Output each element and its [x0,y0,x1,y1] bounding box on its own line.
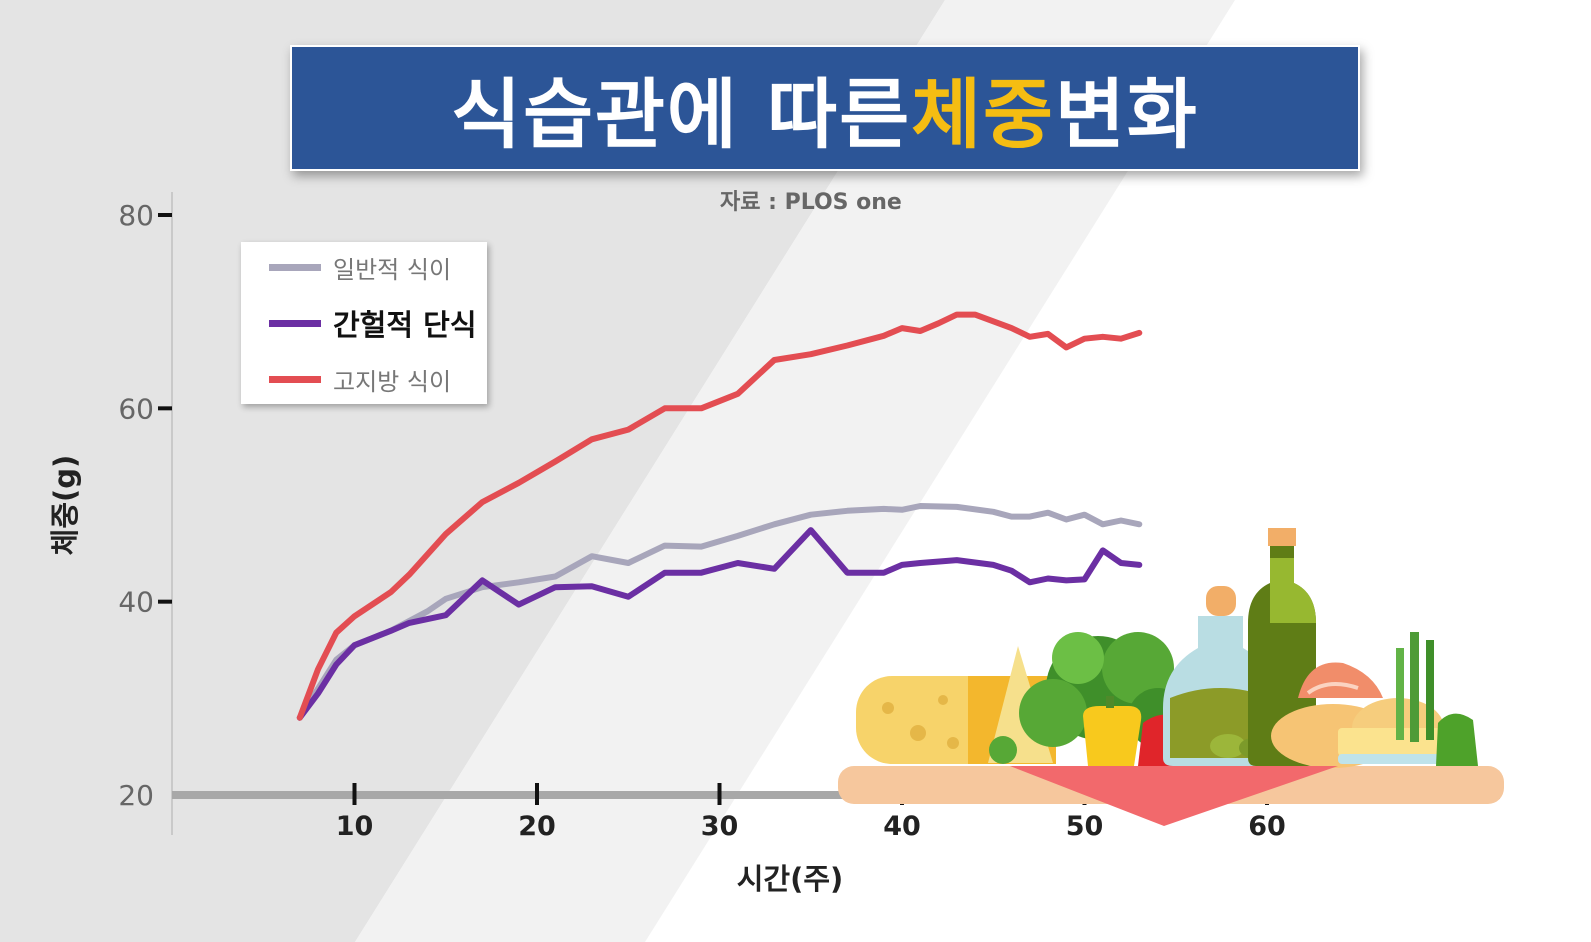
y-axis-label: 체중(g) [48,454,82,556]
broccoli-floret [989,736,1017,764]
pepper-stem [1106,696,1114,708]
red-ribbon [1010,766,1338,826]
legend-swatch-highfat [269,375,321,383]
y-tick-label: 20 [118,779,154,812]
gray-band [0,0,945,942]
x-tick-label: 60 [1248,811,1286,842]
x-tick-label: 30 [701,811,739,842]
cheese-hole [882,702,894,714]
light-band [355,0,1235,942]
y-tick-label: 80 [118,199,154,232]
series-lines [296,311,1143,721]
legend-label-fasting: 간헐적 단식 [333,308,477,342]
green-pepper [1436,713,1478,766]
broccoli-floret [1052,632,1104,684]
cheese-hole [947,737,959,749]
bottle-neck [1270,558,1316,623]
legend-swatch-fasting [269,319,321,327]
series-line-highfat [296,311,1143,721]
olive [1210,734,1246,758]
y-tick-label: 60 [118,392,154,425]
asparagus [1410,632,1419,742]
title-part2: 변화 [1054,70,1199,159]
legend-label-normal: 일반적 식이 [333,255,452,284]
asparagus [1426,640,1434,740]
food-illustration [838,528,1504,826]
legend-swatch-normal [269,263,321,271]
legend-item-normal: 일반적 식이 [269,252,452,284]
asparagus [1396,648,1404,740]
title-part1: 식습관에 따른 [451,70,912,159]
legend-label-highfat: 고지방 식이 [333,367,452,396]
salmon-stripe [1306,682,1359,695]
bottle-cork [1206,586,1236,616]
series-line-fasting [296,527,1143,721]
broccoli-floret [1019,679,1087,747]
legend: 일반적 식이 간헐적 단식 고지방 식이 [241,242,487,404]
source-caption: 자료 : PLOS one [720,190,902,215]
cheese-hole [938,695,948,705]
title-highlight: 체중 [911,70,1055,159]
x-tick-label: 40 [883,811,921,842]
legend-item-highfat: 고지방 식이 [269,364,452,396]
bottle-cap [1268,528,1296,546]
legend-item-fasting: 간헐적 단식 [269,308,477,342]
yellow-pepper [1083,706,1142,766]
butter [1338,728,1448,756]
y-tick-label: 40 [118,586,154,619]
x-axis-label: 시간(주) [736,862,844,896]
x-tick-label: 50 [1066,811,1104,842]
x-tick-label: 20 [518,811,556,842]
x-tick-label: 10 [336,811,374,842]
title-banner: 식습관에 따른 체중 변화 [290,45,1360,171]
salmon [1298,662,1383,698]
cheese-hole [910,725,926,741]
butter-plate [1338,754,1456,764]
series-line-normal [296,503,1143,721]
broccoli-floret [1102,632,1174,704]
